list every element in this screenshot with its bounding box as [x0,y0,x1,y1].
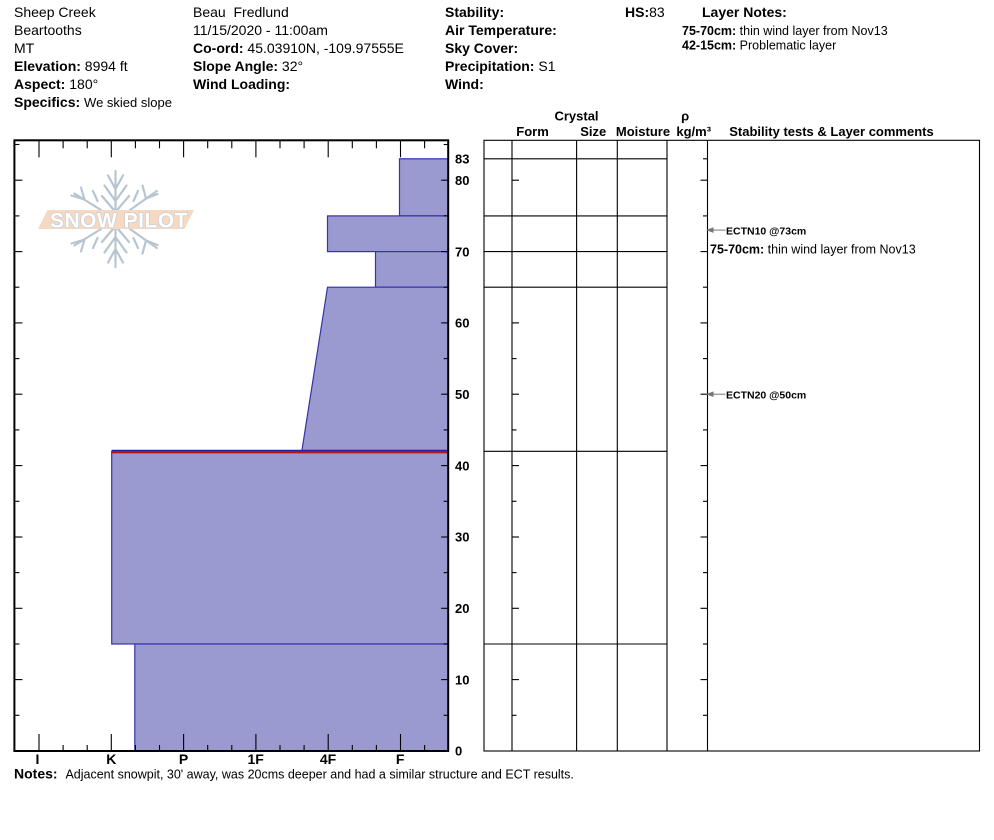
svg-text:Size: Size [580,124,606,139]
svg-text:Sheep Creek: Sheep Creek [14,4,97,20]
svg-text:40: 40 [455,458,469,473]
svg-text:1F: 1F [248,751,265,767]
svg-text:MT: MT [14,40,35,56]
svg-text:42-15cm: Problematic layer: 42-15cm: Problematic layer [682,39,836,53]
svg-text:Wind:: Wind: [445,76,484,92]
svg-text:kg/m³: kg/m³ [676,124,711,139]
svg-text:Sky Cover:: Sky Cover: [445,40,518,56]
svg-text:Stability:: Stability: [445,4,504,20]
svg-text:HS:83: HS:83 [625,4,665,20]
svg-text:Layer Notes:: Layer Notes: [702,4,787,20]
svg-text:Crystal: Crystal [554,109,598,124]
svg-text:20: 20 [455,601,469,616]
svg-text:Co-ord: 45.03910N, -109.97555E: Co-ord: 45.03910N, -109.97555E [193,40,404,56]
svg-text:Notes: Adjacent snowpit, 30' a: Notes: Adjacent snowpit, 30' away, was 2… [14,766,574,782]
svg-text:Precipitation: S1: Precipitation: S1 [445,58,556,74]
svg-text:80: 80 [455,173,469,188]
svg-text:Beau Fredlund: Beau Fredlund [193,4,289,20]
svg-text:11/15/2020 - 11:00am: 11/15/2020 - 11:00am [193,22,328,38]
svg-text:Specifics: We skied slope: Specifics: We skied slope [14,94,172,110]
svg-text:Form: Form [516,124,549,139]
svg-text:Wind Loading:: Wind Loading: [193,76,290,92]
svg-text:Aspect: 180°: Aspect: 180° [14,76,98,92]
svg-text:F: F [396,751,405,767]
svg-text:Beartooths: Beartooths [14,22,82,38]
svg-text:K: K [106,751,116,767]
svg-text:60: 60 [455,316,469,331]
svg-text:Elevation: 8994 ft: Elevation: 8994 ft [14,58,128,74]
svg-text:ECTN10 @73cm: ECTN10 @73cm [726,225,806,237]
svg-text:30: 30 [455,530,469,545]
svg-text:SNOW PILOT: SNOW PILOT [50,210,188,233]
svg-text:Stability tests & Layer commen: Stability tests & Layer comments [729,124,933,139]
svg-text:P: P [179,751,188,767]
svg-text:75-70cm: thin wind layer from: 75-70cm: thin wind layer from Nov13 [682,24,888,38]
svg-text:ECTN20 @50cm: ECTN20 @50cm [726,389,806,401]
svg-text:4F: 4F [320,751,337,767]
svg-text:Air Temperature:: Air Temperature: [445,22,557,38]
svg-text:83: 83 [455,152,469,167]
svg-text:10: 10 [455,672,469,687]
svg-text:70: 70 [455,244,469,259]
svg-text:Slope Angle: 32°: Slope Angle: 32° [193,58,303,74]
svg-text:Moisture: Moisture [616,124,670,139]
svg-text:I: I [36,751,40,767]
svg-text:75-70cm: thin wind layer from: 75-70cm: thin wind layer from Nov13 [710,242,916,256]
svg-text:ρ: ρ [681,109,689,124]
svg-text:0: 0 [455,744,462,759]
svg-text:50: 50 [455,387,469,402]
